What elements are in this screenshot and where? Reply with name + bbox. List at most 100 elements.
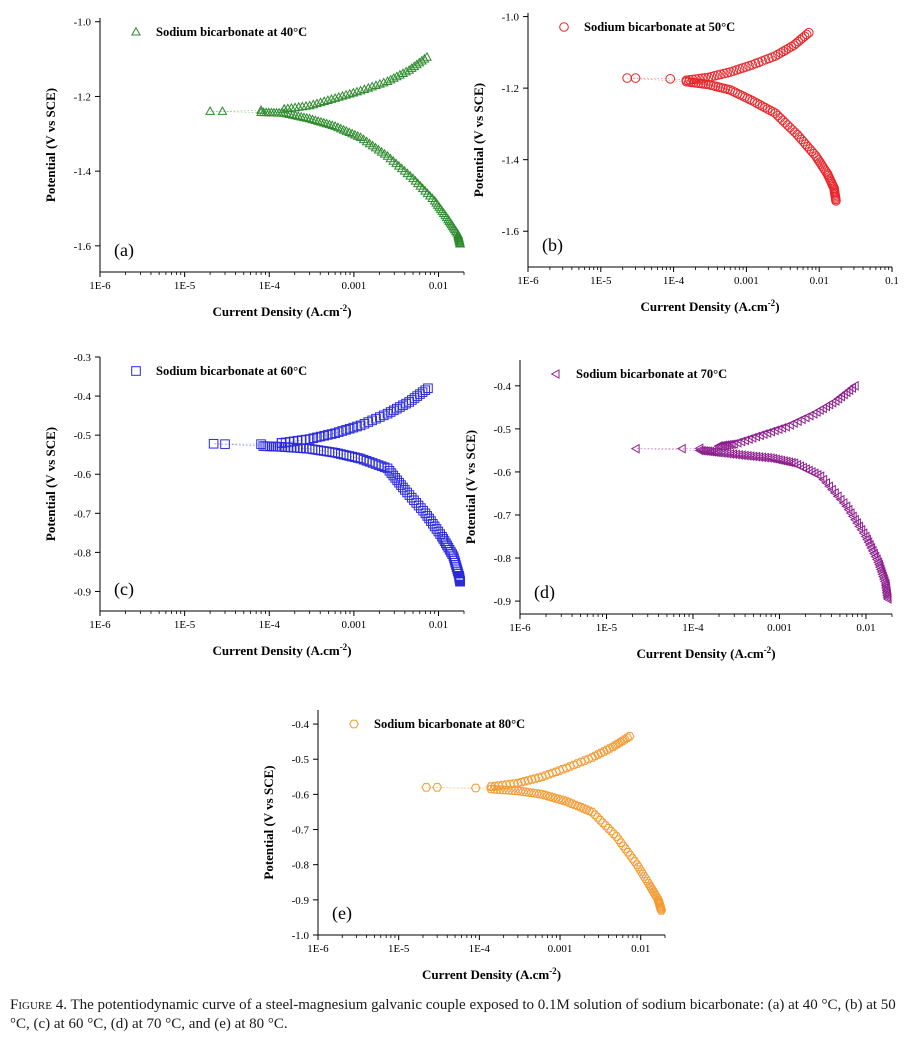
data-point — [785, 122, 795, 133]
data-point — [455, 576, 465, 587]
data-point — [777, 115, 788, 126]
data-point — [826, 484, 836, 495]
data-point — [333, 91, 344, 101]
y-tick-label: -0.8 — [74, 547, 92, 559]
data-point — [576, 757, 586, 767]
panel-label: (a) — [114, 240, 134, 261]
data-point — [742, 93, 753, 104]
data-point — [308, 99, 319, 109]
data-point — [711, 447, 721, 458]
data-point — [747, 95, 757, 106]
x-tick-label: 1E-6 — [89, 619, 111, 631]
data-point — [318, 117, 329, 127]
legend-label: Sodium bicarbonate at 80°C — [374, 717, 525, 731]
x-tick-label: 0.1 — [885, 275, 899, 287]
data-point — [337, 90, 348, 100]
data-point — [220, 439, 230, 449]
data-point — [646, 884, 657, 894]
data-point — [319, 96, 330, 106]
chart-panel-c: 1E-6 1E-5 1E-4 0.001 0.01 -0.3 -0.4 -0.5 -0.6 -0.… — [43, 352, 465, 658]
data-point — [754, 430, 764, 441]
x-tick-label: 0.001 — [734, 275, 759, 287]
x-tick-label: 0.01 — [856, 622, 875, 634]
data-point — [619, 735, 630, 744]
y-tick-label: -0.7 — [74, 508, 92, 520]
data-point — [537, 772, 547, 781]
y-axis-label: Potential (V vs SCE) — [471, 83, 486, 197]
data-point — [256, 439, 266, 449]
data-point — [519, 777, 530, 786]
data-point — [818, 474, 828, 485]
x-tick-label: 1E-5 — [590, 275, 612, 287]
data-point — [205, 106, 216, 115]
chart-panel-b: 1E-6 1E-5 1E-4 0.001 0.01 0.1 -1.0 -1.2 -1.4 -1.6… — [471, 12, 899, 314]
x-tick-label: 1E-5 — [174, 619, 196, 631]
data-point — [470, 783, 481, 793]
data-point — [420, 508, 431, 519]
y-tick-label: -0.4 — [74, 391, 92, 403]
data-point — [330, 428, 340, 438]
y-tick-label: -1.6 — [74, 241, 92, 253]
data-point — [279, 103, 290, 113]
data-point — [782, 120, 793, 130]
data-point — [726, 439, 736, 450]
data-point — [304, 434, 315, 444]
x-tick-label: 1E-5 — [174, 280, 196, 292]
figure-caption-label: Figure 4. — [10, 997, 67, 1013]
data-point — [296, 111, 307, 121]
series-line — [636, 385, 889, 599]
data-point — [217, 106, 228, 115]
data-point — [804, 27, 814, 38]
data-point — [402, 168, 413, 178]
data-point — [319, 430, 329, 441]
x-axis-label: Current Density (A.cm-2) — [640, 298, 779, 314]
data-point — [422, 51, 432, 61]
data-point — [352, 86, 362, 96]
data-point — [751, 431, 761, 442]
data-point — [655, 901, 665, 910]
data-point — [396, 163, 407, 173]
data-point — [775, 113, 786, 123]
data-point — [821, 477, 831, 488]
data-point — [321, 118, 332, 128]
series-line — [210, 56, 461, 245]
figure-caption: Figure 4. The potentiodynamic curve of a… — [10, 996, 915, 1034]
data-point — [630, 443, 640, 454]
y-tick-label: -0.5 — [494, 424, 512, 436]
data-point — [622, 733, 633, 743]
data-point — [315, 97, 326, 107]
data-point — [762, 104, 773, 114]
data-point — [333, 427, 344, 437]
data-point — [322, 95, 333, 104]
data-point — [656, 906, 667, 915]
legend-label: Sodium bicarbonate at 60°C — [156, 364, 307, 378]
data-point — [740, 435, 749, 446]
x-tick-label: 1E-4 — [663, 275, 685, 287]
data-point — [379, 462, 390, 473]
x-tick-label: 0.001 — [767, 622, 792, 634]
data-point — [344, 423, 355, 434]
data-point — [326, 429, 337, 439]
data-point — [749, 97, 760, 107]
data-point — [419, 53, 430, 63]
data-point — [432, 783, 443, 792]
legend-marker — [131, 26, 141, 36]
data-point — [348, 422, 359, 433]
data-point — [607, 742, 618, 752]
y-tick-label: -0.5 — [292, 754, 310, 766]
data-point — [584, 806, 595, 815]
data-point — [455, 238, 466, 248]
y-tick-label: -1.0 — [502, 12, 520, 24]
data-point — [486, 782, 496, 791]
data-point — [728, 439, 738, 449]
data-point — [752, 98, 763, 109]
data-point — [770, 108, 781, 118]
y-axis-label: Potential (V vs SCE) — [43, 427, 58, 541]
data-point — [610, 741, 621, 750]
data-point — [629, 857, 640, 866]
data-point — [352, 421, 362, 432]
data-point — [676, 443, 686, 454]
data-point — [655, 903, 666, 913]
data-point — [815, 471, 825, 482]
